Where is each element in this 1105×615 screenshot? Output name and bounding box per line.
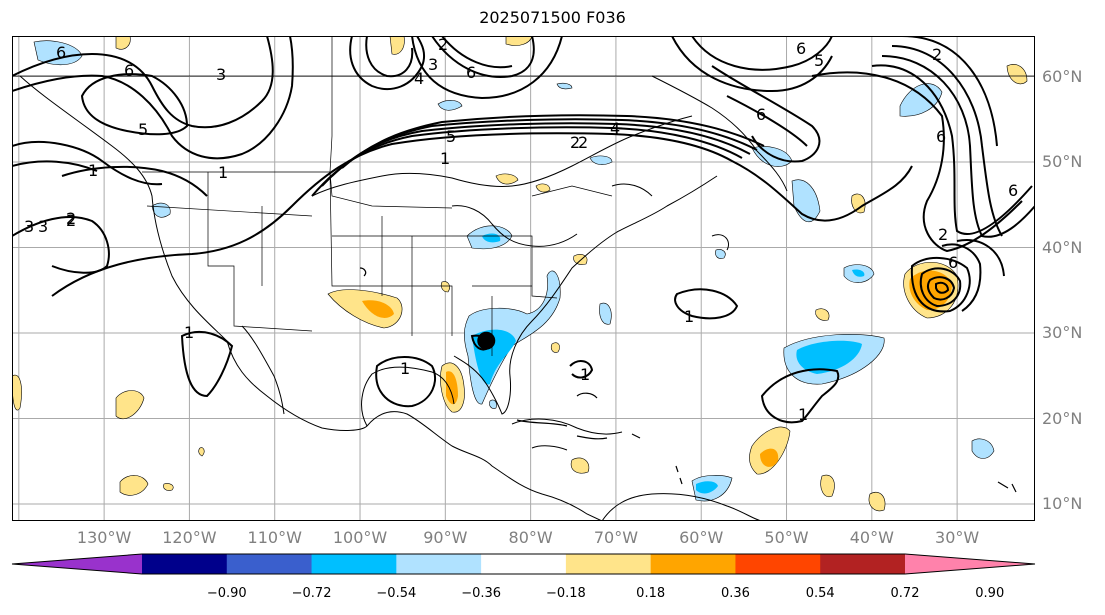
lat-label: 30°N [1042,323,1083,342]
storm-center-marker [477,331,496,350]
svg-text:6: 6 [756,105,766,124]
colorbar-tick: −0.90 [206,586,247,601]
lon-label: 80°W [508,528,553,547]
lon-label: 40°W [849,528,894,547]
svg-text:2: 2 [66,211,76,230]
lon-label: 100°W [332,528,388,547]
colorbar-segment [311,554,397,574]
colorbar-segment [820,554,906,574]
svg-text:1: 1 [184,323,194,342]
svg-text:2: 2 [938,225,948,244]
svg-text:6: 6 [796,39,806,58]
colorbar-extend-low [12,554,142,574]
colorbar-segment [396,554,482,574]
svg-text:3: 3 [428,55,438,74]
svg-text:6: 6 [56,43,66,62]
svg-text:1: 1 [440,149,450,168]
colorbar-tick: 0.90 [975,586,1005,601]
colorbar-outline [11,553,1036,575]
lon-label: 130°W [76,528,132,547]
svg-text:1: 1 [400,359,410,378]
lon-label: 50°W [764,528,809,547]
colorbar-tick: −0.54 [376,586,417,601]
map-panel: 6 6 5 3 3 2 6 4 2 3 6 5 6 5 4 2 1 1 1 3 … [12,36,1035,521]
lon-label: 30°W [935,528,980,547]
svg-text:3: 3 [216,65,226,84]
positive-anomaly-regions [12,36,1028,512]
colorbar-tick: 0.18 [636,586,666,601]
svg-text:5: 5 [446,127,456,146]
colorbar-segment [142,554,228,574]
svg-text:2: 2 [570,133,580,152]
coastlines [19,75,788,521]
colorbar-extend-high [905,554,1035,574]
colorbar-segment [735,554,821,574]
colorbar-segment [565,554,652,574]
svg-text:4: 4 [414,69,424,88]
svg-text:6: 6 [466,63,476,82]
lat-label: 10°N [1042,494,1083,513]
svg-text:3: 3 [24,217,34,236]
svg-text:1: 1 [218,163,228,182]
map-border [12,36,1035,521]
svg-text:2: 2 [438,36,448,54]
lon-label: 70°W [593,528,639,547]
colorbar-tick: −0.72 [291,586,332,601]
svg-text:6: 6 [124,61,134,80]
contour-labels: 6 6 5 3 3 2 6 4 2 3 6 5 6 5 4 2 1 1 1 3 … [24,36,1018,424]
svg-text:2: 2 [932,45,942,64]
colorbar-tick: −0.18 [545,586,586,601]
svg-text:1: 1 [684,307,694,326]
svg-text:1: 1 [580,365,590,384]
colorbar-segment [481,554,567,574]
lon-label: 60°W [679,528,724,547]
lat-label: 60°N [1042,66,1083,86]
islands [359,267,1017,493]
lon-label: 120°W [162,528,217,547]
svg-text:4: 4 [610,119,620,138]
svg-text:3: 3 [38,217,48,236]
lon-label: 90°W [423,528,468,547]
lat-label: 50°N [1042,152,1083,171]
svg-text:6: 6 [948,253,958,272]
lat-label: 20°N [1042,408,1083,428]
svg-text:5: 5 [814,51,824,70]
contour-lines [12,36,1035,424]
colorbar-tick: 0.36 [720,586,750,601]
colorbar-tick: −0.36 [461,586,502,601]
colorbar-segment [226,554,313,574]
svg-text:6: 6 [1008,181,1018,200]
svg-text:1: 1 [88,161,98,180]
lat-label: 40°N [1042,237,1083,257]
svg-text:2: 2 [578,133,588,152]
chart-title: 2025071500 F036 [479,8,626,27]
svg-text:6: 6 [936,127,946,146]
colorbar-segment [650,554,736,574]
svg-text:1: 1 [798,405,808,424]
svg-text:2: 2 [66,209,76,228]
colorbar-tick: 0.72 [890,586,920,601]
colorbar-tick: 0.54 [805,586,835,601]
lon-label: 110°W [247,528,302,547]
svg-text:5: 5 [138,120,148,139]
colorbar [11,553,1036,575]
